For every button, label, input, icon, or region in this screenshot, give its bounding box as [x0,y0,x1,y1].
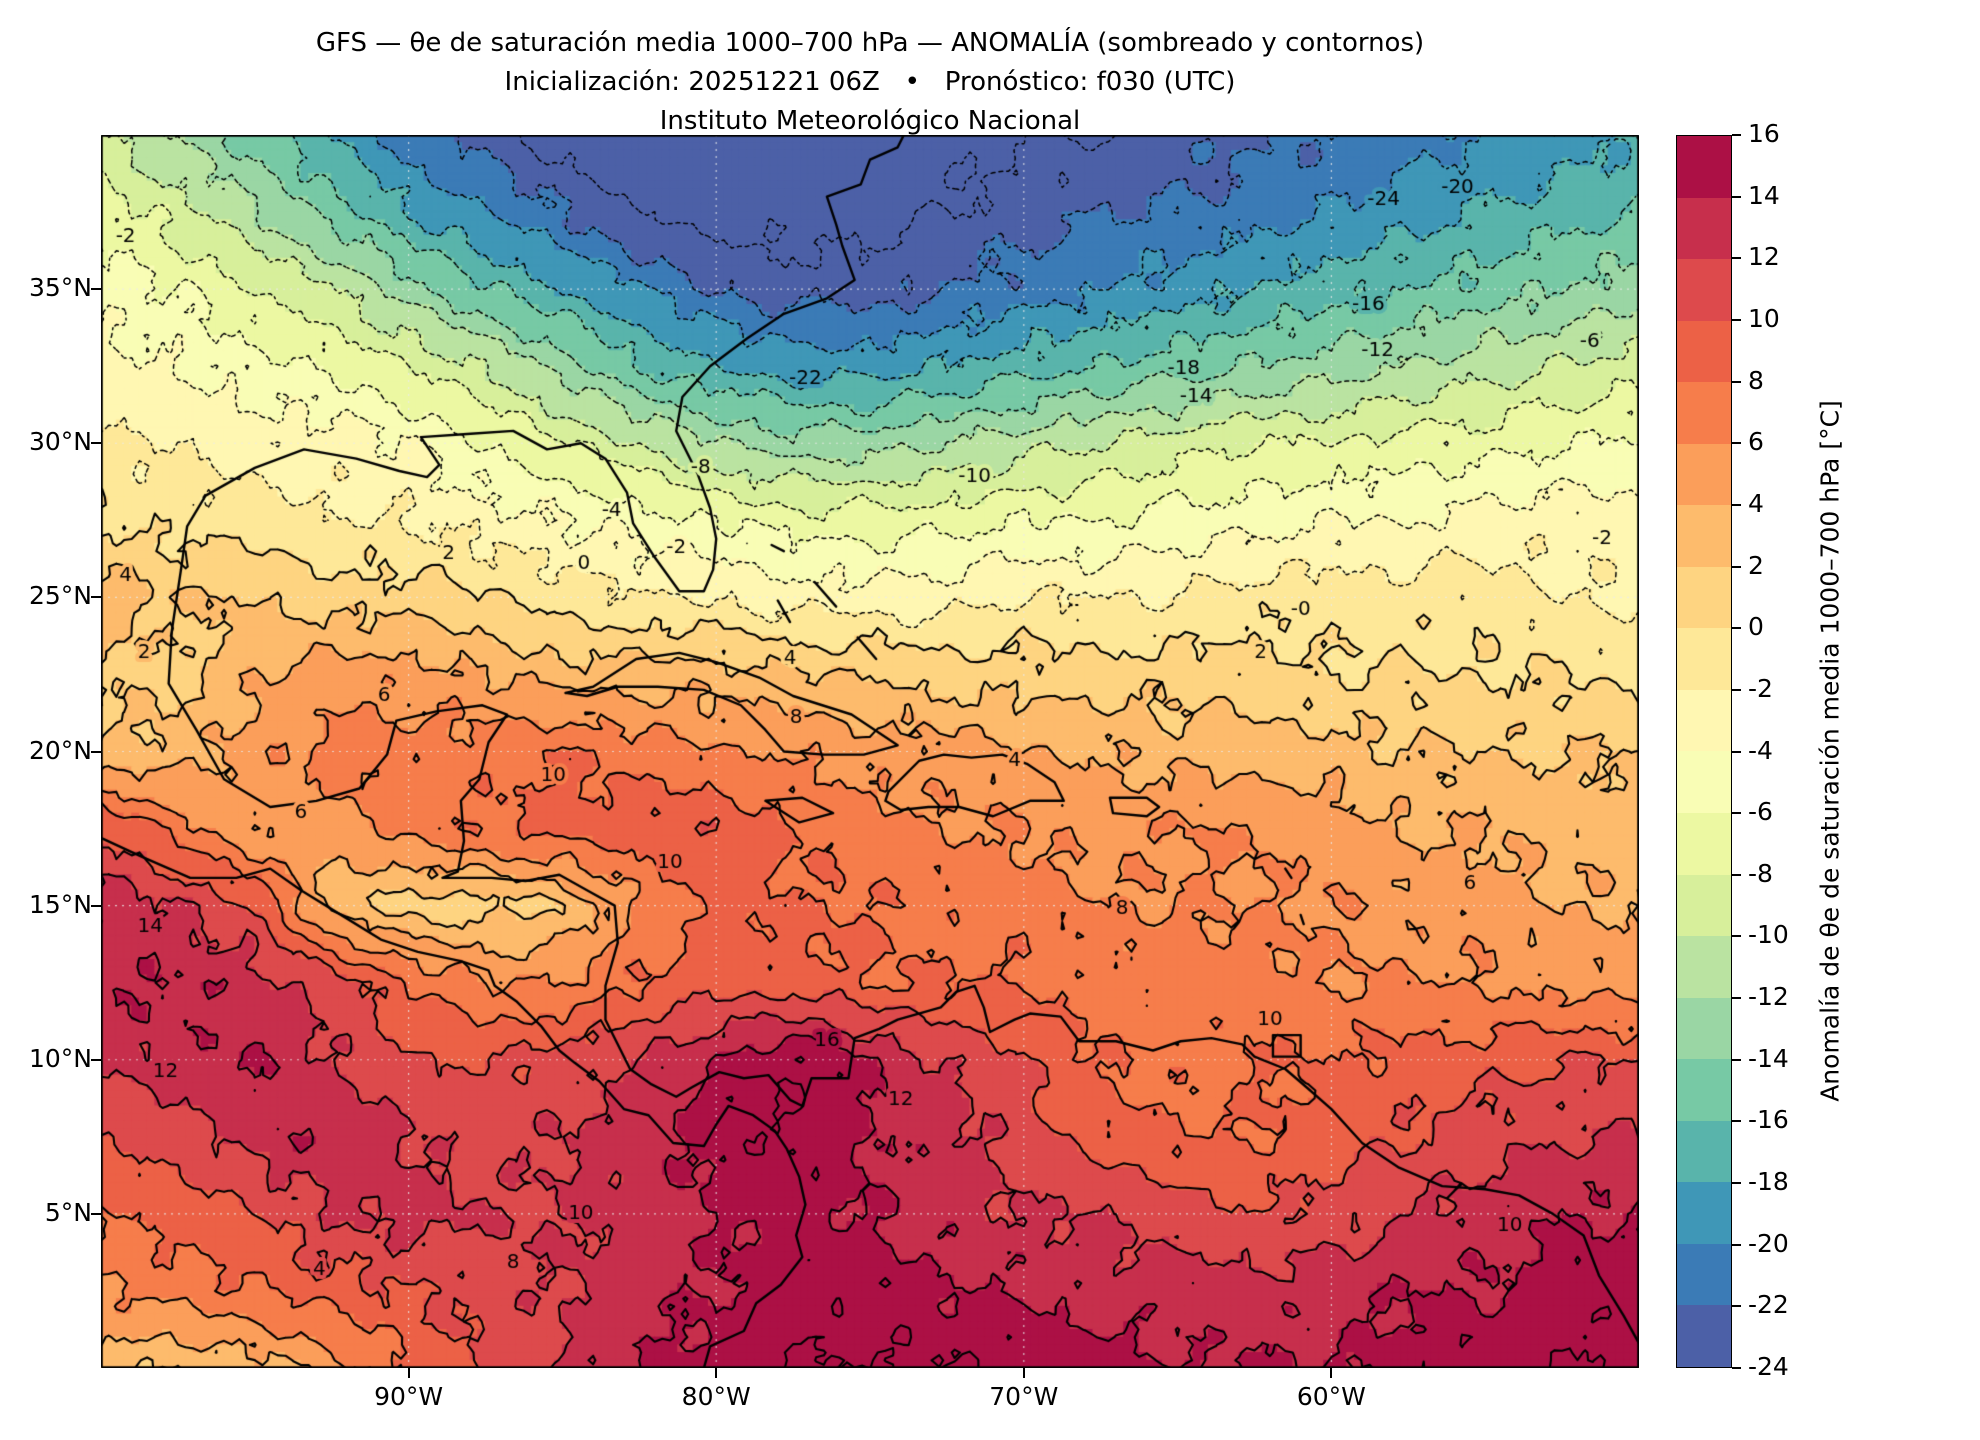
colorbar-tick-label: 16 [1748,119,1780,148]
chart-subtitle: Inicialización: 20251221 06Z • Pronóstic… [504,67,1236,97]
colorbar-tick-label: -10 [1748,920,1789,950]
colorbar-tick-mark [1732,1305,1741,1308]
colorbar-segment [1677,197,1731,260]
colorbar-tick-mark [1732,442,1741,445]
colorbar-segment [1677,1305,1731,1367]
colorbar-tick-mark [1732,997,1741,1000]
colorbar-tick-mark [1732,565,1741,568]
colorbar-label: Anomalía de θe de saturación media 1000–… [1815,400,1845,1102]
colorbar-tick-label: 4 [1748,488,1764,518]
colorbar-segment [1677,813,1731,875]
chart-title: GFS — θe de saturación media 1000–700 hP… [315,28,1425,58]
colorbar-segment [1677,997,1731,1060]
colorbar-tick-mark [1732,195,1741,198]
y-tick-mark [91,750,101,753]
colorbar-tick-mark [1732,1367,1741,1369]
colorbar-segment [1677,136,1731,198]
colorbar-tick-label: -18 [1748,1167,1789,1197]
y-tick-mark [91,1058,101,1061]
x-tick-label: 90°W [374,1382,444,1411]
colorbar-segment [1677,443,1731,506]
x-tick-label: 60°W [1296,1382,1366,1411]
colorbar-segment [1677,505,1731,567]
y-tick-mark [91,904,101,907]
colorbar-tick-label: -6 [1748,797,1773,827]
colorbar-tick-mark [1732,750,1741,753]
colorbar-segment [1677,382,1731,444]
colorbar-segment [1677,566,1731,629]
colorbar-tick-mark [1732,380,1741,383]
colorbar-tick-label: 0 [1748,612,1764,642]
colorbar-tick-label: -2 [1748,673,1773,703]
colorbar-tick-label: -22 [1748,1290,1789,1320]
colorbar-tick-mark [1732,627,1741,630]
x-tick-mark [715,1368,718,1378]
y-tick-mark [91,288,101,291]
colorbar-tick-label: 12 [1748,242,1780,272]
colorbar-segment [1677,1059,1731,1121]
y-tick-label: 15°N [28,889,92,919]
colorbar-tick-mark [1732,1058,1741,1061]
y-tick-mark [91,596,101,599]
colorbar-tick-mark [1732,1120,1741,1123]
colorbar-segment [1677,628,1731,690]
colorbar-tick-mark [1732,134,1741,136]
colorbar-tick-label: -14 [1748,1043,1789,1073]
colorbar-segment [1677,1243,1731,1306]
colorbar-tick-mark [1732,688,1741,691]
y-tick-mark [91,1212,101,1215]
title-block: GFS — θe de saturación media 1000–700 hP… [101,24,1639,141]
chart-institution: Instituto Meteorológico Nacional [659,106,1081,136]
colorbar-tick-label: 10 [1748,303,1780,333]
colorbar-tick-mark [1732,935,1741,938]
y-tick-label: 30°N [28,427,92,457]
colorbar-tick-mark [1732,1182,1741,1185]
colorbar-segment [1677,320,1731,383]
colorbar-tick-label: 2 [1748,550,1764,580]
colorbar-segment [1677,751,1731,814]
colorbar-segment [1677,689,1731,752]
y-tick-label: 10°N [28,1043,92,1073]
x-tick-mark [1330,1368,1333,1378]
x-tick-label: 80°W [681,1382,751,1411]
y-tick-label: 5°N [44,1197,92,1227]
colorbar-tick-mark [1732,1243,1741,1246]
colorbar-tick-label: -20 [1748,1228,1789,1258]
y-tick-label: 20°N [28,735,92,765]
colorbar-segment [1677,874,1731,937]
y-tick-label: 35°N [28,273,92,303]
colorbar-tick-mark [1732,812,1741,815]
x-tick-label: 70°W [989,1382,1059,1411]
colorbar-segment [1677,1182,1731,1244]
colorbar-tick-label: -24 [1748,1352,1789,1381]
anomaly-map-canvas [101,135,1639,1368]
colorbar-segment [1677,1120,1731,1183]
colorbar-tick-label: -4 [1748,735,1773,765]
colorbar-tick-mark [1732,257,1741,260]
colorbar-segment [1677,259,1731,321]
colorbar-tick-label: 14 [1748,180,1780,210]
colorbar-tick-mark [1732,318,1741,321]
colorbar-tick-label: -16 [1748,1105,1789,1135]
colorbar-segment [1677,936,1731,998]
x-tick-mark [407,1368,410,1378]
colorbar-tick-mark [1732,503,1741,506]
colorbar-tick-mark [1732,873,1741,876]
x-tick-mark [1022,1368,1025,1378]
colorbar-tick-label: 8 [1748,365,1764,395]
y-tick-label: 25°N [28,581,92,611]
colorbar-tick-label: 6 [1748,427,1764,457]
colorbar-tick-label: -12 [1748,982,1789,1012]
colorbar [1676,135,1732,1368]
y-tick-mark [91,442,101,445]
colorbar-tick-label: -8 [1748,858,1773,888]
